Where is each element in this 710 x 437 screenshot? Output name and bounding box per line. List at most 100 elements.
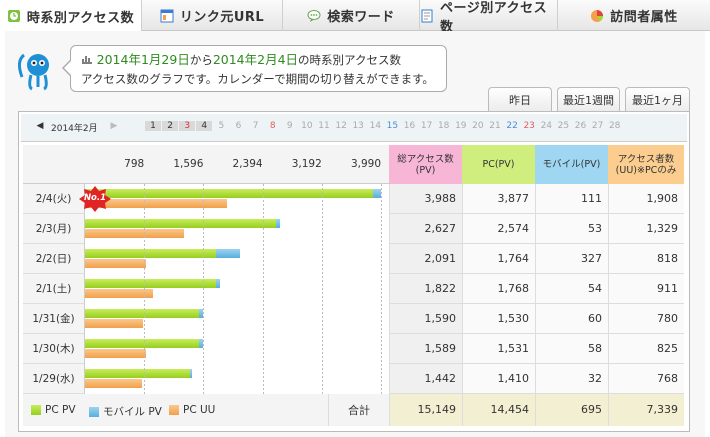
grid-line	[321, 184, 323, 394]
summary-label: 合計	[328, 394, 389, 426]
calendar-day[interactable]: 10	[301, 121, 313, 131]
calendar-day[interactable]: 14	[369, 121, 382, 131]
bar-mobile-pv	[216, 279, 221, 288]
end-date: 2014年2月4日	[212, 52, 299, 67]
no1-badge-label: No.1	[83, 193, 107, 203]
bar-pc-pv	[85, 219, 276, 228]
calendar-day[interactable]: 25	[557, 121, 570, 131]
calendar-day[interactable]: 11	[318, 121, 330, 131]
chart-small-icon	[82, 56, 92, 64]
summary-mobile: 695	[535, 394, 608, 426]
calendar-day[interactable]: 28	[608, 121, 621, 131]
calendar-day[interactable]: 9	[286, 121, 293, 131]
calendar-day[interactable]: 17	[420, 121, 433, 131]
cell-uu: 1,329	[608, 214, 684, 244]
bar-mobile-pv	[215, 249, 241, 258]
report-panel: ◀ 2014年2月 ▶ 1 2 3 4 5 6 7 8 9 10 11 12 13 14 15 16 17 18 1…	[18, 111, 690, 432]
next-month-icon[interactable]: ▶	[110, 121, 118, 131]
calendar-day[interactable]: 8	[269, 121, 276, 131]
bar-pc-pv	[85, 339, 199, 348]
cell-mobile: 54	[535, 274, 608, 304]
row-date-label: 1/30(木)	[23, 334, 85, 364]
bar-pc-uu	[85, 349, 147, 358]
tab-hourly-access[interactable]: 時系別アクセス数	[0, 0, 142, 32]
calendar-day[interactable]: 23	[523, 121, 535, 131]
summary-pc: 14,454	[462, 394, 535, 426]
row-date-label: 2/4(火)	[23, 184, 85, 214]
cell-total: 3,988	[389, 184, 462, 214]
bar-pc-uu	[85, 229, 184, 238]
calendar-day[interactable]: 18	[437, 121, 450, 131]
bar-pc-uu	[85, 379, 142, 388]
mascot-icon	[14, 47, 60, 93]
cell-uu: 780	[608, 304, 684, 334]
legend-pc-swatch	[31, 405, 41, 415]
period-tab-month[interactable]: 最近1ヶ月	[625, 87, 690, 111]
bar-pc-pv	[85, 279, 217, 288]
tab-label: 時系別アクセス数	[26, 10, 135, 26]
calendar-day[interactable]: 26	[574, 121, 587, 131]
legend-pc: PC PV	[31, 404, 76, 416]
cell-total: 1,590	[389, 304, 462, 334]
tab-referrer-url[interactable]: リンク元URL	[142, 0, 283, 31]
cell-pc: 1,530	[462, 304, 535, 334]
calendar-day[interactable]: 4	[196, 121, 213, 131]
bar-pc-uu	[85, 319, 143, 328]
cell-total: 1,442	[389, 364, 462, 394]
calendar-day[interactable]: 27	[591, 121, 604, 131]
access-table: 798 1,596 2,394 3,192 3,990 総アクセス数(PV) PC(PV…	[23, 145, 687, 429]
page-icon	[420, 9, 434, 23]
speech-bubble-icon	[307, 9, 321, 23]
prev-month-icon[interactable]: ◀	[36, 121, 44, 131]
cell-mobile: 60	[535, 304, 608, 334]
calendar-day[interactable]: 20	[472, 121, 484, 131]
axis-tick-label: 3,192	[291, 158, 322, 170]
cell-uu: 1,908	[608, 184, 684, 214]
period-tab-yesterday[interactable]: 昨日	[488, 87, 552, 111]
header-pc-pv: PC(PV)	[462, 145, 535, 184]
tab-page-access[interactable]: ページ別アクセス数	[420, 0, 558, 35]
tab-search-words[interactable]: 検索ワード	[283, 0, 420, 31]
axis-tick-label: 3,990	[350, 158, 381, 170]
calendar-day[interactable]: 22	[506, 121, 518, 131]
calendar-day[interactable]: 7	[252, 121, 259, 131]
bar-mobile-pv	[275, 219, 280, 228]
tab-label: ページ別アクセス数	[440, 0, 548, 35]
calendar-day[interactable]: 2	[162, 121, 179, 131]
tab-visitor-attributes[interactable]: 訪問者属性	[558, 0, 710, 31]
calendar-day[interactable]: 24	[540, 121, 553, 131]
legend-mobile-label: モバイル PV	[103, 406, 162, 418]
tab-label: リンク元URL	[179, 10, 265, 25]
calendar-day[interactable]: 6	[235, 121, 242, 131]
legend-mobile-swatch	[89, 406, 99, 417]
calendar-bar: ◀ 2014年2月 ▶ 1 2 3 4 5 6 7 8 9 10 11 12 13 14 15 16 17 18 1…	[21, 114, 687, 142]
calendar-day[interactable]: 1	[145, 121, 161, 131]
cell-uu: 825	[608, 334, 684, 364]
period-tab-week[interactable]: 最近1週間	[557, 87, 620, 111]
axis-tick-label: 1,596	[173, 158, 204, 170]
calendar-day[interactable]: 15	[386, 121, 399, 131]
bar-pc-pv	[85, 369, 190, 378]
tab-label: 検索ワード	[327, 10, 395, 25]
cell-total: 1,589	[389, 334, 462, 364]
legend-mobile: モバイル PV	[89, 404, 162, 419]
intro-tail: の時系別アクセス数	[298, 53, 401, 67]
starburst-icon	[79, 186, 111, 212]
intro-from: から	[189, 53, 213, 67]
cell-uu: 768	[608, 364, 684, 394]
cell-total: 1,822	[389, 274, 462, 304]
cell-pc: 1,531	[462, 334, 535, 364]
cell-pc: 3,877	[462, 184, 535, 214]
cell-mobile: 111	[535, 184, 608, 214]
calendar-day[interactable]: 3	[179, 121, 196, 131]
legend-uu: PC UU	[169, 404, 215, 416]
bar-pc-pv	[85, 189, 373, 198]
calendar-day[interactable]: 19	[455, 121, 467, 131]
window-icon	[160, 9, 174, 23]
calendar-day[interactable]: 13	[352, 121, 364, 131]
calendar-day[interactable]: 16	[403, 121, 416, 131]
calendar-day[interactable]: 12	[335, 121, 347, 131]
calendar-day[interactable]: 21	[489, 121, 501, 131]
calendar-day[interactable]: 5	[218, 121, 225, 131]
